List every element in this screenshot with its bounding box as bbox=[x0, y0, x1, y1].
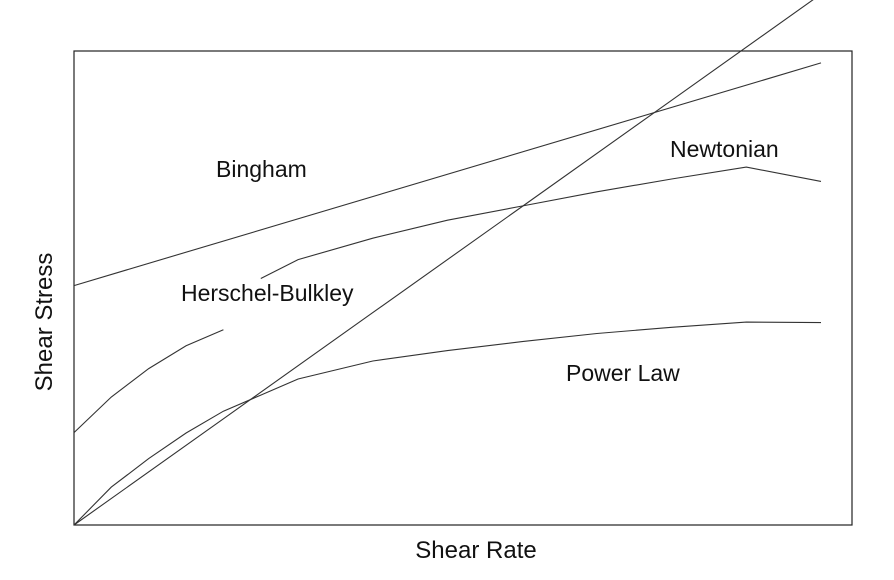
y-axis-title: Shear Stress bbox=[31, 253, 58, 392]
curves-group bbox=[73, 0, 822, 526]
newtonian-curve bbox=[73, 0, 814, 526]
power-law-curve bbox=[73, 321, 822, 526]
plot-frame bbox=[73, 50, 853, 526]
x-axis-title: Shear Rate bbox=[415, 537, 536, 564]
herschel-bulkley-label: Herschel-Bulkley bbox=[181, 280, 354, 306]
power-law-label: Power Law bbox=[566, 360, 680, 386]
bingham-label: Bingham bbox=[216, 156, 307, 182]
newtonian-label: Newtonian bbox=[670, 136, 779, 162]
herschel-bulkley-curve-1 bbox=[73, 329, 224, 433]
herschel-bulkley-curve-2 bbox=[260, 166, 822, 279]
bingham-curve bbox=[73, 62, 822, 287]
